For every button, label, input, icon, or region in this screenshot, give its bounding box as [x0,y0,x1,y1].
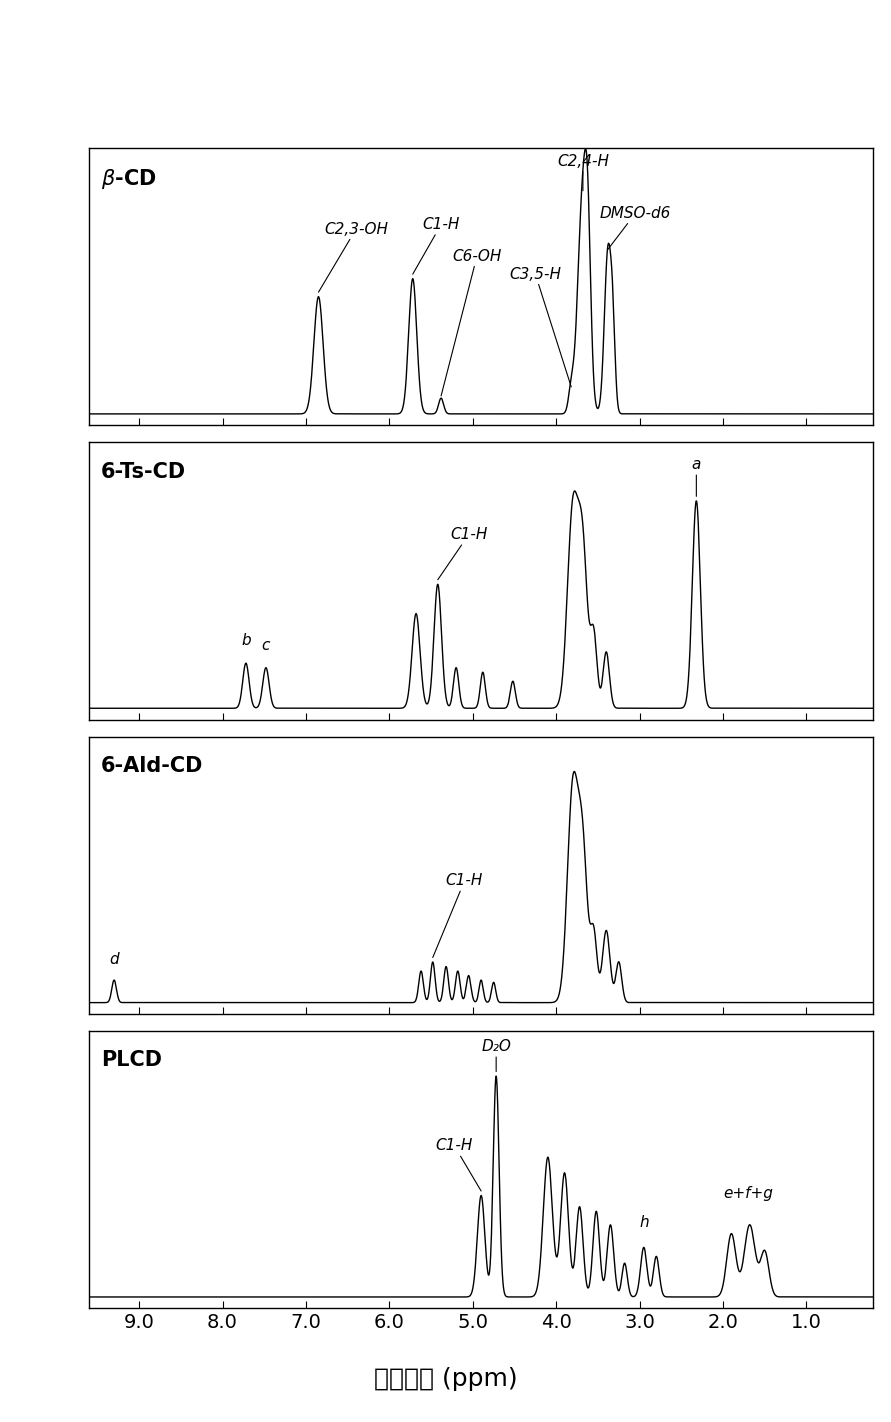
Text: h: h [639,1214,649,1230]
Text: D₂O: D₂O [481,1039,511,1072]
Text: C2,3-OH: C2,3-OH [318,222,388,292]
Text: a: a [691,458,701,496]
Text: e+f+g: e+f+g [723,1186,773,1200]
Text: C1-H: C1-H [413,218,460,274]
Text: C1-H: C1-H [436,1139,481,1192]
Text: C1-H: C1-H [433,873,483,957]
Text: C3,5-H: C3,5-H [510,267,571,387]
Text: 6-Ts-CD: 6-Ts-CD [101,462,186,482]
Text: DMSO-d6: DMSO-d6 [600,206,671,249]
Text: 6-Ald-CD: 6-Ald-CD [101,757,203,776]
Text: PLCD: PLCD [101,1051,162,1071]
Text: C6-OH: C6-OH [441,249,502,395]
Text: d: d [110,953,119,967]
Text: c: c [262,637,270,653]
Text: C2,4-H: C2,4-H [557,154,609,191]
Text: C1-H: C1-H [437,528,487,580]
Text: b: b [241,633,250,648]
Text: $\beta$-CD: $\beta$-CD [101,168,156,192]
Text: 化学位移 (ppm): 化学位移 (ppm) [373,1368,518,1391]
